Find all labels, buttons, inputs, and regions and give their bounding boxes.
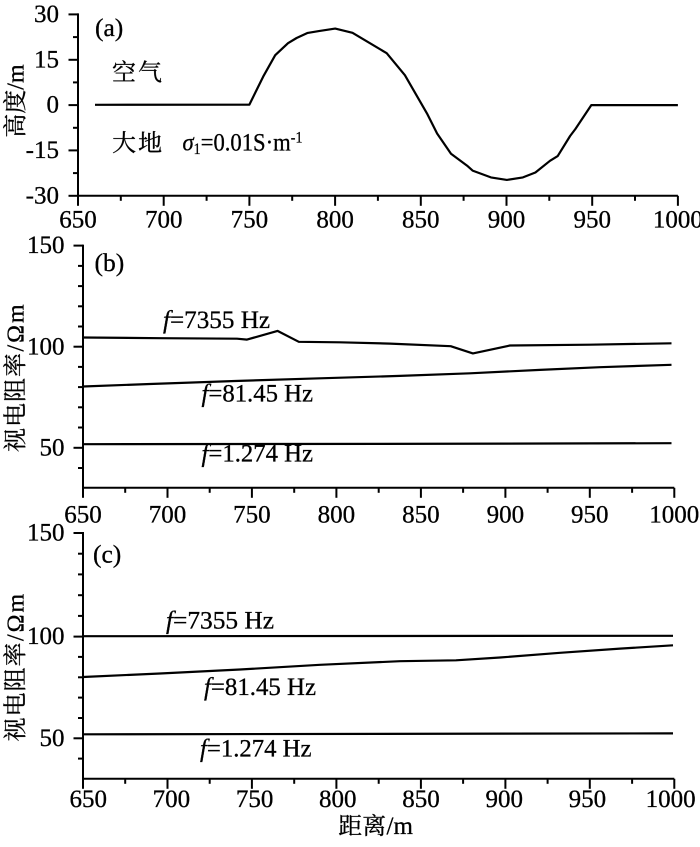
svg-text:750: 750 <box>231 207 269 234</box>
svg-text:(c): (c) <box>93 539 121 568</box>
svg-text:15: 15 <box>34 46 59 73</box>
svg-text:f=81.45 Hz: f=81.45 Hz <box>204 674 316 701</box>
svg-text:f=1.274 Hz: f=1.274 Hz <box>200 736 312 763</box>
svg-text:1000: 1000 <box>653 207 700 234</box>
svg-text:700: 700 <box>145 207 183 234</box>
svg-text:650: 650 <box>64 502 102 529</box>
svg-text:850: 850 <box>402 207 440 234</box>
svg-text:850: 850 <box>402 786 440 813</box>
svg-text:f=7355 Hz: f=7355 Hz <box>166 608 274 635</box>
svg-text:700: 700 <box>153 786 191 813</box>
svg-text:/Ωm: /Ωm <box>4 302 30 351</box>
svg-text:0: 0 <box>47 92 60 119</box>
svg-text:30: 30 <box>34 1 59 28</box>
svg-text:950: 950 <box>573 207 611 234</box>
svg-text:750: 750 <box>236 786 274 813</box>
svg-text:1000: 1000 <box>646 786 696 813</box>
svg-text:950: 950 <box>569 786 607 813</box>
svg-text:50: 50 <box>40 725 65 752</box>
svg-text:900: 900 <box>488 207 526 234</box>
svg-text:150: 150 <box>27 520 65 547</box>
svg-text:σ1=0.01S·m-1: σ1=0.01S·m-1 <box>183 129 303 158</box>
svg-text:50: 50 <box>40 434 65 461</box>
svg-text:f=81.45 Hz: f=81.45 Hz <box>202 381 314 408</box>
svg-text:f=7355 Hz: f=7355 Hz <box>163 307 270 334</box>
svg-text:700: 700 <box>149 502 187 529</box>
svg-text:800: 800 <box>319 786 357 813</box>
svg-text:(b): (b) <box>95 248 125 277</box>
svg-text:f=1.274 Hz: f=1.274 Hz <box>202 441 314 468</box>
svg-text:900: 900 <box>485 786 523 813</box>
svg-text:150: 150 <box>27 232 65 259</box>
svg-text:/Ωm: /Ωm <box>4 592 30 641</box>
svg-text:750: 750 <box>233 502 271 529</box>
svg-text:800: 800 <box>318 502 356 529</box>
svg-text:100: 100 <box>27 623 65 650</box>
svg-text:/m: /m <box>387 813 414 840</box>
svg-text:100: 100 <box>27 333 65 360</box>
svg-text:800: 800 <box>316 207 354 234</box>
svg-text:-30: -30 <box>26 182 59 209</box>
svg-text:/m: /m <box>4 64 30 90</box>
svg-text:650: 650 <box>59 207 97 234</box>
svg-text:650: 650 <box>69 786 107 813</box>
svg-text:850: 850 <box>402 502 440 529</box>
svg-text:(a): (a) <box>95 13 123 42</box>
svg-text:1000: 1000 <box>649 502 699 529</box>
svg-text:900: 900 <box>487 502 525 529</box>
svg-text:950: 950 <box>571 502 609 529</box>
svg-text:-15: -15 <box>26 137 59 164</box>
